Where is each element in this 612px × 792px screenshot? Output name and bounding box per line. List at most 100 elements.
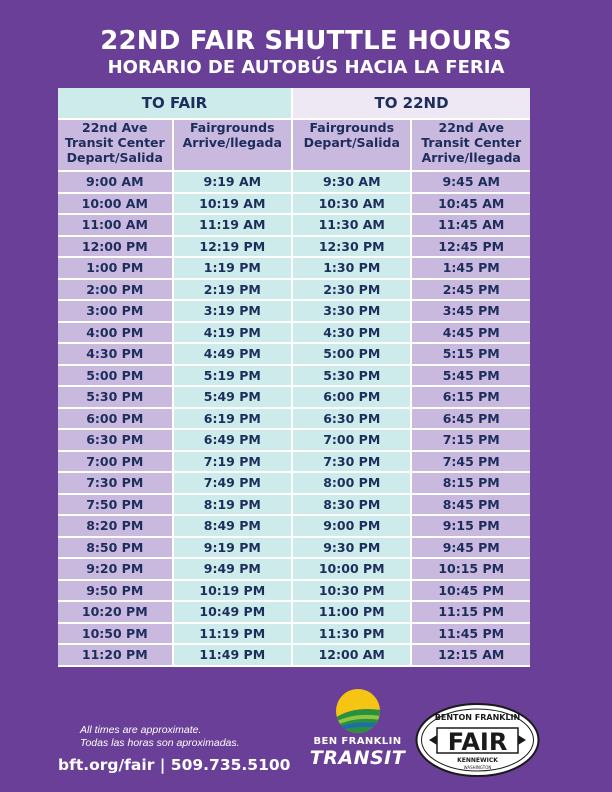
time-cell: 12:45 PM [412,236,530,258]
table-row: 8:20 PM 8:49 PM 9:00 PM 9:15 PM [58,516,530,538]
time-cell: 4:45 PM [412,322,530,344]
time-cell: 7:19 PM [173,451,294,473]
time-cell: 7:50 PM [58,494,174,516]
time-cell: 7:00 PM [58,451,174,473]
table-row: 5:30 PM 5:49 PM 6:00 PM 6:15 PM [58,387,530,409]
page-title: 22ND FAIR SHUTTLE HOURS [100,26,512,56]
time-cell: 1:45 PM [412,258,530,280]
fair-logo-state: WASHINGTON [464,765,492,770]
time-cell: 5:30 PM [293,365,413,387]
column-header: Fairgrounds Arrive/llegada [173,120,294,172]
time-cell: 7:49 PM [173,473,294,495]
table-row: 7:00 PM 7:19 PM 7:30 PM 7:45 PM [58,451,530,473]
fair-logo-city: KENNEWICK [457,757,498,764]
table-row: 11:00 AM 11:19 AM 11:30 AM 11:45 AM [58,215,530,237]
time-cell: 10:19 PM [173,580,294,602]
time-cell: 9:20 PM [58,559,174,581]
approximate-note: All times are approximate. Todas las hor… [80,724,240,750]
time-cell: 4:19 PM [173,322,294,344]
column-header-label: Fairgrounds Depart/Salida [303,120,400,150]
time-cell: 9:49 PM [173,559,294,581]
time-cell: 4:30 PM [293,322,413,344]
time-cell: 8:50 PM [58,537,174,559]
time-cell: 2:45 PM [412,279,530,301]
time-cell: 10:30 PM [293,580,413,602]
time-cell: 10:49 PM [173,602,294,624]
column-header: Fairgrounds Depart/Salida [293,120,413,172]
time-cell: 11:49 PM [173,645,294,667]
transit-logo-icon [335,689,380,733]
table-row: 2:00 PM 2:19 PM 2:30 PM 2:45 PM [58,279,530,301]
table-row: 6:30 PM 6:49 PM 7:00 PM 7:15 PM [58,430,530,452]
time-cell: 8:30 PM [293,494,413,516]
time-cell: 10:30 AM [293,193,413,215]
table-row: 10:50 PM 11:19 PM 11:30 PM 11:45 PM [58,623,530,645]
fair-logo-top: BENTON FRANKLIN [435,713,520,722]
time-cell: 12:19 PM [173,236,294,258]
bft-transit: TRANSIT [309,747,406,769]
table-row: 1:00 PM 1:19 PM 1:30 PM 1:45 PM [58,258,530,280]
time-cell: 7:30 PM [293,451,413,473]
time-cell: 6:00 PM [58,408,174,430]
note-english: All times are approximate. [80,724,202,736]
time-cell: 3:30 PM [293,301,413,323]
time-cell: 7:15 PM [412,430,530,452]
group-header-to-fair: TO FAIR [58,88,294,120]
column-header: 22nd Ave Transit Center Arrive/llegada [412,120,530,172]
contact-info: bft.org/fair | 509.735.5100 [58,756,291,774]
time-cell: 2:30 PM [293,279,413,301]
time-cell: 10:00 AM [58,193,174,215]
time-cell: 6:19 PM [173,408,294,430]
note-spanish: Todas las horas son aproximadas. [80,737,240,749]
benton-franklin-fair-logo: BENTON FRANKLIN FAIR KENNEWICK WASHINGTO… [415,703,540,777]
time-cell: 1:00 PM [58,258,174,280]
time-cell: 11:20 PM [58,645,174,667]
time-cell: 10:50 PM [58,623,174,645]
time-cell: 2:19 PM [173,279,294,301]
time-cell: 9:45 AM [412,172,530,194]
time-cell: 6:30 PM [58,430,174,452]
time-cell: 12:15 AM [412,645,530,667]
time-cell: 10:45 AM [412,193,530,215]
bft-name: BEN FRANKLIN [313,736,402,747]
diamond-right-icon [518,735,526,745]
time-cell: 3:19 PM [173,301,294,323]
time-cell: 5:19 PM [173,365,294,387]
table-row: 10:00 AM 10:19 AM 10:30 AM 10:45 AM [58,193,530,215]
time-cell: 5:30 PM [58,387,174,409]
time-cell: 8:49 PM [173,516,294,538]
time-cell: 12:30 PM [293,236,413,258]
time-cell: 7:30 PM [58,473,174,495]
table-row: 10:20 PM 10:49 PM 11:00 PM 11:15 PM [58,602,530,624]
time-cell: 3:45 PM [412,301,530,323]
time-cell: 4:49 PM [173,344,294,366]
time-cell: 5:00 PM [293,344,413,366]
time-cell: 5:00 PM [58,365,174,387]
time-cell: 9:19 AM [173,172,294,194]
time-cell: 5:15 PM [412,344,530,366]
time-cell: 9:00 PM [293,516,413,538]
time-cell: 6:30 PM [293,408,413,430]
ben-franklin-transit-logo: BEN FRANKLIN TRANSIT [305,688,410,774]
time-cell: 1:30 PM [293,258,413,280]
time-cell: 2:00 PM [58,279,174,301]
time-cell: 4:00 PM [58,322,174,344]
time-cell: 11:30 PM [293,623,413,645]
column-header-row: 22nd Ave Transit Center Depart/Salida Fair… [58,120,530,172]
time-cell: 12:00 PM [58,236,174,258]
time-cell: 8:00 PM [293,473,413,495]
table-row: 9:00 AM 9:19 AM 9:30 AM 9:45 AM [58,172,530,194]
time-cell: 8:20 PM [58,516,174,538]
table-row: 6:00 PM 6:19 PM 6:30 PM 6:45 PM [58,408,530,430]
time-cell: 10:15 PM [412,559,530,581]
table-row: 7:30 PM 7:49 PM 8:00 PM 8:15 PM [58,473,530,495]
column-header: 22nd Ave Transit Center Depart/Salida [58,120,174,172]
table-row: 7:50 PM 8:19 PM 8:30 PM 8:45 PM [58,494,530,516]
time-cell: 10:00 PM [293,559,413,581]
time-cell: 11:00 AM [58,215,174,237]
time-cell: 9:45 PM [412,537,530,559]
group-header-to-22nd: TO 22ND [293,88,530,120]
time-cell: 7:00 PM [293,430,413,452]
table-row: 9:50 PM 10:19 PM 10:30 PM 10:45 PM [58,580,530,602]
table-row: 5:00 PM 5:19 PM 5:30 PM 5:45 PM [58,365,530,387]
